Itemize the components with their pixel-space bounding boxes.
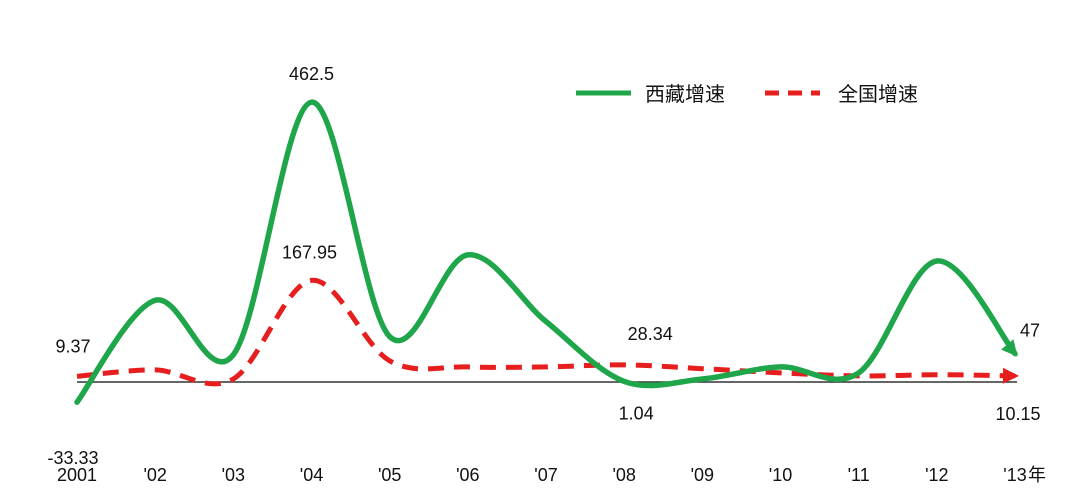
data-label: 1.04	[619, 403, 654, 423]
series-arrow-xizang	[1001, 339, 1018, 357]
legend-item-xizang: 西藏增速	[576, 82, 725, 106]
x-tick-label: '03	[222, 465, 245, 485]
x-axis-ticks: 2001 '02 '03 '04 '05 '06 '07 '08 '09 '10 '11 '12 '13…	[57, 465, 1046, 485]
series-arrow-national	[1002, 367, 1019, 384]
x-tick-label: '07	[534, 465, 557, 485]
data-label: 167.95	[282, 242, 337, 262]
data-label: 28.34	[628, 324, 673, 344]
x-tick-label: '11	[848, 465, 870, 485]
data-label: 9.37	[55, 336, 90, 356]
legend-item-national: 全国增速	[765, 82, 918, 106]
data-label: -33.33	[47, 448, 98, 468]
x-axis-unit: 年	[1028, 465, 1046, 485]
legend-label-national: 全国增速	[838, 82, 918, 106]
series-national	[76, 277, 1019, 387]
x-tick-label: '09	[691, 465, 714, 485]
series-layer	[74, 99, 1019, 405]
x-tick-label: '12	[925, 465, 948, 485]
data-labels-layer: -33.33 9.37 462.5 167.95 28.34 1.04 47 10.15	[47, 64, 1040, 468]
x-tick-label: '08	[612, 465, 635, 485]
data-label: 10.15	[995, 404, 1040, 424]
data-label: 462.5	[289, 64, 334, 84]
series-line-xizang	[74, 99, 1018, 405]
data-label: 47	[1020, 321, 1040, 341]
x-tick-label: 2001	[57, 465, 97, 485]
series-xizang	[74, 99, 1018, 405]
x-tick-label: '02	[143, 465, 166, 485]
x-tick-label: '06	[456, 465, 479, 485]
legend: 西藏增速 全国增速	[576, 82, 918, 106]
x-tick-label: '13	[1003, 465, 1026, 485]
x-tick-label: '05	[378, 465, 401, 485]
x-tick-label: '04	[300, 465, 323, 485]
legend-label-xizang: 西藏增速	[645, 82, 725, 106]
x-tick-label: '10	[769, 465, 792, 485]
